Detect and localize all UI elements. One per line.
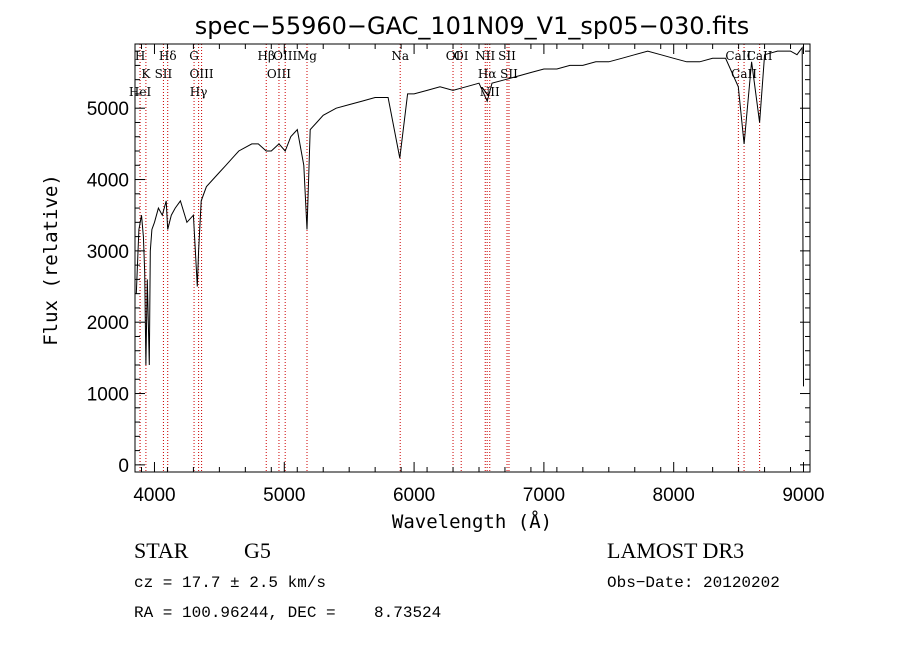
line-marker-label: OIII (190, 67, 214, 81)
line-marker-label: Na (391, 49, 409, 63)
line-marker-label: NII (475, 49, 495, 63)
redshift-velocity: cz = 17.7 ± 2.5 km/s (134, 574, 327, 592)
line-marker-label: CaII (747, 49, 773, 63)
survey-name: LAMOST DR3 (607, 538, 745, 563)
line-marker-group (139, 44, 761, 472)
y-tick-label: 1000 (87, 385, 129, 406)
line-marker-label: Mg (297, 49, 317, 63)
x-tick-label: 5000 (263, 485, 305, 506)
y-axis-label: Flux (relative) (40, 174, 62, 346)
line-marker-label: K (141, 67, 151, 81)
line-marker-label: Hδ (159, 49, 177, 63)
y-tick-label: 0 (118, 456, 129, 477)
plot-frame (134, 43, 811, 473)
coordinates: RA = 100.96244, DEC = 8.73524 (134, 604, 442, 622)
line-marker-label: G (189, 49, 199, 63)
line-marker-label: Hα (478, 67, 497, 81)
chart-title: spec−55960−GAC_101N09_V1_sp05−030.fits (195, 12, 749, 40)
x-tick-label: 9000 (782, 485, 824, 506)
y-axis: 0 1000 2000 3000 4000 5000 (87, 50, 810, 477)
line-marker-label: OI (446, 49, 461, 63)
object-class: STAR (134, 538, 189, 563)
line-marker-label: OIII (267, 67, 291, 81)
y-tick-label: 2000 (87, 313, 129, 334)
x-tick-label: 7000 (523, 485, 565, 506)
object-subclass: G5 (244, 538, 271, 563)
line-marker-label: Hγ (190, 85, 208, 99)
line-marker-label: CaII (725, 49, 751, 63)
flux-series-line (135, 46, 804, 387)
line-marker-label: H (135, 49, 145, 63)
y-tick-label: 5000 (87, 99, 129, 120)
line-marker-label: OIII (273, 49, 297, 63)
x-axis-label: Wavelength (Å) (392, 510, 552, 533)
line-marker-label: SII (155, 67, 173, 81)
x-tick-label: 8000 (653, 485, 695, 506)
y-tick-label: 4000 (87, 171, 129, 192)
x-tick-label: 6000 (393, 485, 435, 506)
y-tick-label: 3000 (87, 242, 129, 263)
line-marker-label: OI (454, 49, 469, 63)
x-tick-label: 4000 (133, 485, 175, 506)
x-axis: 4000 5000 6000 7000 8000 9000 (133, 44, 825, 506)
observation-date: Obs−Date: 20120202 (607, 574, 780, 592)
line-marker-label: Hβ (258, 49, 275, 63)
line-marker-label: SII (498, 49, 516, 63)
line-marker-label: HeI (129, 85, 152, 99)
